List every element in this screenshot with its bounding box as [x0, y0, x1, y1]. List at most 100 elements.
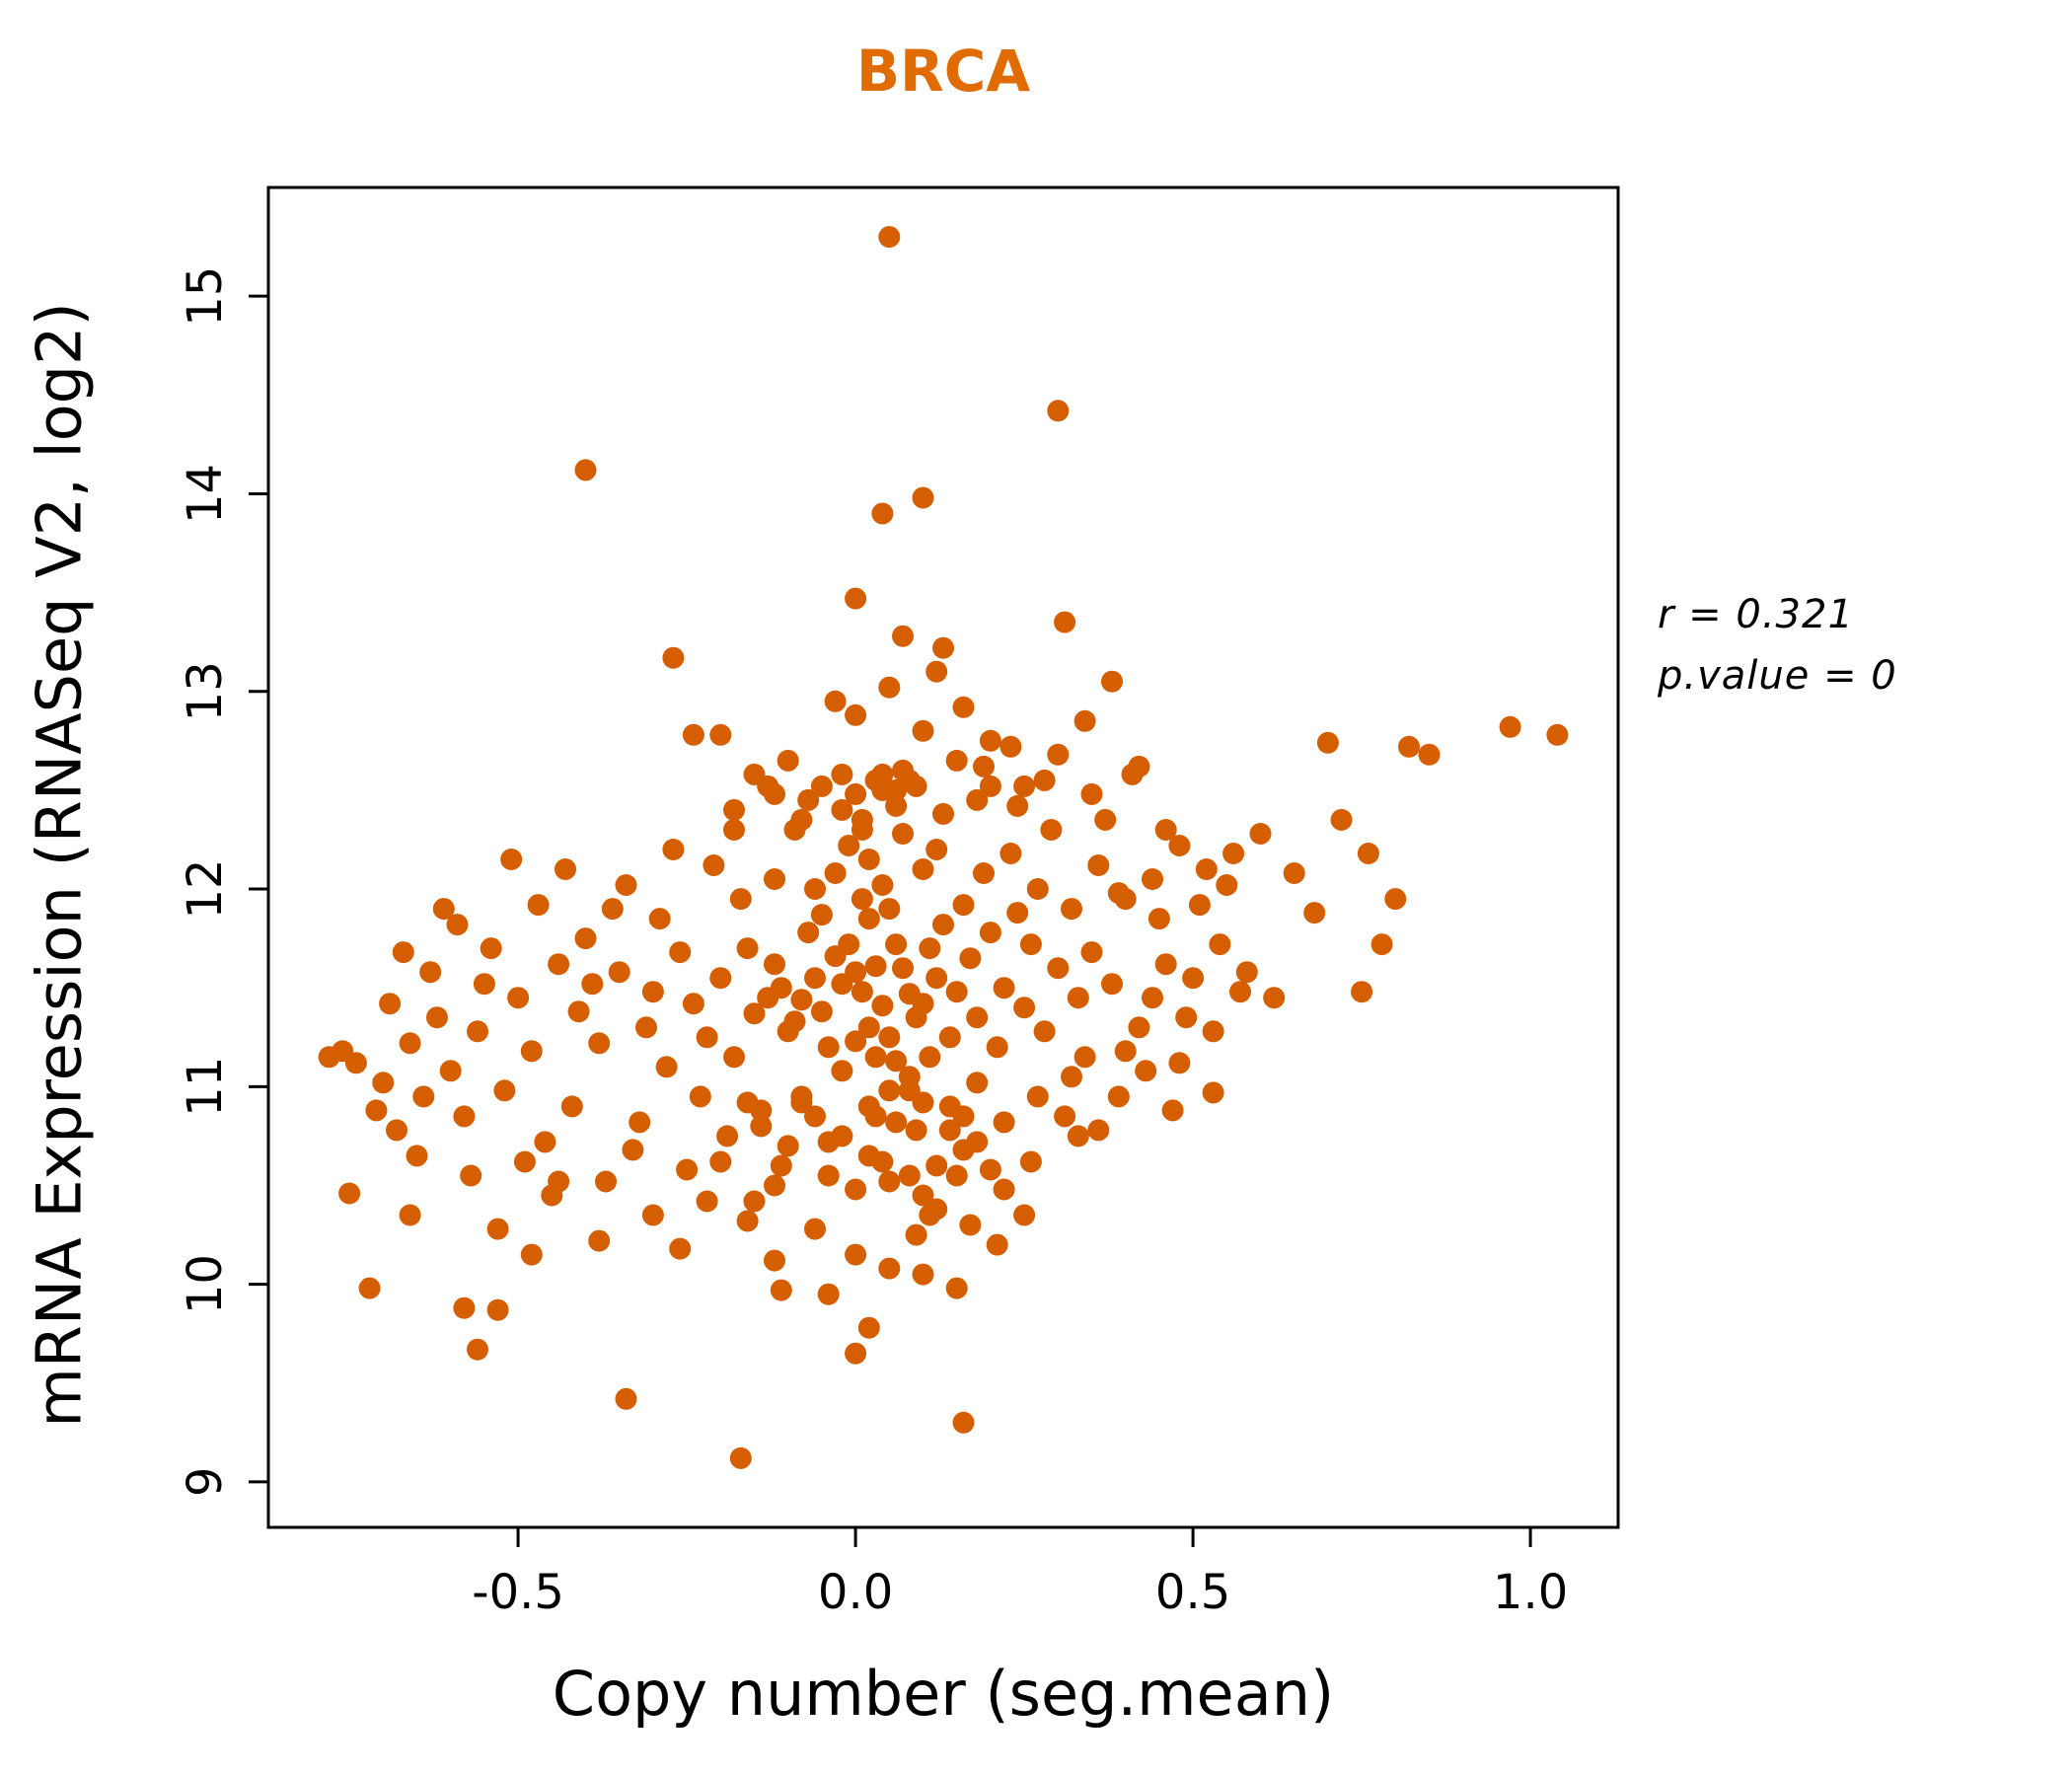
- data-point: [871, 995, 894, 1017]
- data-point: [912, 858, 934, 880]
- data-point: [764, 782, 785, 805]
- y-tick-label: 11: [178, 1057, 233, 1117]
- data-point: [1033, 769, 1056, 791]
- data-point: [1142, 987, 1163, 1009]
- data-point: [608, 961, 630, 984]
- data-point: [993, 1178, 1015, 1201]
- data-point: [560, 1095, 583, 1118]
- data-point: [473, 973, 495, 996]
- data-point: [945, 1277, 968, 1299]
- data-point: [871, 502, 894, 525]
- y-axis-label: mRNA Expression (RNASeq V2, log2): [23, 302, 96, 1428]
- data-point: [1209, 933, 1231, 956]
- data-point: [1061, 1066, 1082, 1088]
- data-point: [1398, 735, 1420, 758]
- data-point: [932, 914, 954, 936]
- data-point: [959, 1214, 982, 1236]
- data-point: [831, 1125, 853, 1147]
- data-point: [993, 977, 1015, 999]
- data-point: [885, 778, 908, 801]
- data-point: [1222, 843, 1245, 864]
- y-tick-label: 10: [178, 1254, 233, 1314]
- data-point: [682, 993, 704, 1015]
- data-point: [736, 1091, 759, 1114]
- data-point: [662, 839, 685, 860]
- data-point: [966, 1131, 989, 1153]
- x-tick-label: -0.5: [472, 1565, 564, 1620]
- data-point: [952, 1105, 975, 1128]
- y-tick-label: 15: [178, 266, 233, 327]
- data-point: [770, 1279, 792, 1301]
- data-point: [1047, 400, 1070, 422]
- data-point: [905, 1119, 927, 1142]
- data-point: [412, 1085, 435, 1108]
- data-point: [845, 703, 867, 726]
- data-point: [864, 955, 887, 978]
- data-point: [372, 1072, 395, 1094]
- data-point: [845, 1342, 867, 1365]
- data-point: [709, 1150, 732, 1173]
- data-point: [973, 862, 995, 884]
- data-point: [439, 1060, 462, 1082]
- data-point: [574, 927, 597, 950]
- data-point: [1073, 1046, 1096, 1069]
- data-point: [1263, 987, 1286, 1009]
- data-point: [804, 1105, 826, 1128]
- data-point: [857, 1316, 880, 1339]
- data-point: [1175, 1006, 1198, 1029]
- data-point: [1006, 902, 1029, 925]
- data-point: [1040, 819, 1063, 841]
- data-point: [938, 1119, 961, 1142]
- data-point: [810, 775, 833, 797]
- data-point: [629, 1111, 651, 1134]
- data-point: [999, 843, 1022, 864]
- data-point: [1080, 782, 1103, 805]
- data-point: [622, 1139, 644, 1161]
- data-point: [824, 862, 847, 884]
- data-point: [480, 937, 502, 960]
- data-point: [729, 888, 752, 911]
- data-point: [1202, 1081, 1224, 1104]
- data-point: [952, 1411, 975, 1434]
- data-point: [966, 788, 989, 811]
- data-point: [1249, 823, 1272, 845]
- data-point: [486, 1298, 509, 1321]
- data-point: [574, 459, 597, 481]
- data-point: [1128, 1016, 1150, 1039]
- data-point: [770, 1154, 792, 1177]
- data-point: [1418, 743, 1441, 766]
- data-point: [878, 676, 901, 699]
- data-point: [513, 1150, 536, 1173]
- data-point: [743, 1190, 766, 1213]
- data-point: [838, 835, 860, 856]
- data-point: [615, 1387, 637, 1410]
- data-point: [898, 1164, 921, 1187]
- data-point: [1107, 882, 1130, 905]
- data-point: [817, 1283, 840, 1305]
- data-point: [1370, 933, 1393, 956]
- data-point: [1087, 854, 1110, 876]
- data-point: [567, 1000, 590, 1023]
- data-point: [790, 808, 813, 831]
- data-point: [1114, 1040, 1137, 1063]
- data-point: [1013, 997, 1036, 1019]
- data-point: [945, 1164, 968, 1187]
- data-point: [548, 1170, 570, 1193]
- data-point: [1135, 1060, 1157, 1082]
- data-point: [446, 914, 469, 936]
- data-point: [1546, 723, 1569, 746]
- data-point: [555, 858, 576, 880]
- stats-annotation: r = 0.321 p.value = 0: [1658, 584, 1897, 706]
- data-point: [878, 1026, 901, 1049]
- data-point: [845, 587, 867, 610]
- data-point: [1283, 862, 1305, 884]
- data-point: [932, 636, 954, 659]
- data-point: [467, 1338, 488, 1361]
- data-point: [831, 1060, 853, 1082]
- data-point: [1357, 843, 1379, 864]
- data-point: [399, 1032, 421, 1055]
- data-point: [979, 1158, 1001, 1181]
- chart-title: BRCA: [855, 37, 1031, 105]
- data-point: [460, 1164, 482, 1187]
- data-point: [845, 1178, 867, 1201]
